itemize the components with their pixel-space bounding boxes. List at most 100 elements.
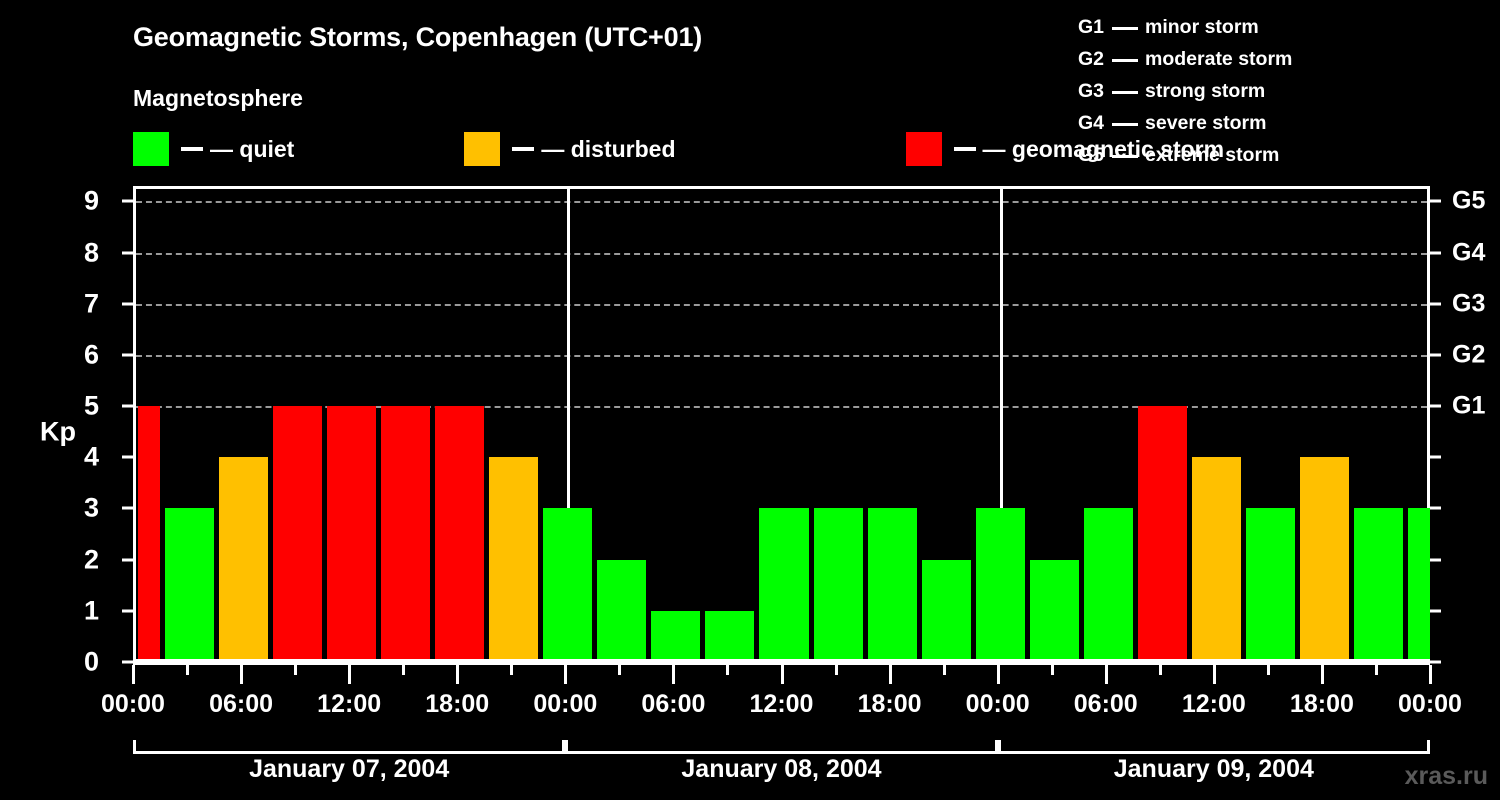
y-tick-mark xyxy=(122,609,133,613)
g-scale-label: strong storm xyxy=(1145,80,1266,103)
legend-item-storm-swatch: — geomagnetic storm xyxy=(905,132,1225,166)
x-tick-major xyxy=(132,665,135,684)
disturbed-swatch xyxy=(464,132,501,166)
chart-bar xyxy=(543,508,593,659)
g-axis-tick-mark xyxy=(1430,609,1441,613)
chart-bar xyxy=(165,508,215,659)
x-tick-minor xyxy=(1158,665,1162,675)
y-tick-label: 5 xyxy=(83,390,99,421)
day-divider xyxy=(999,189,1003,509)
g-scale-code: G3 xyxy=(1078,80,1105,103)
page-title: Geomagnetic Storms, Copenhagen (UTC+01) xyxy=(133,22,703,52)
legend-dash-icon xyxy=(512,147,535,151)
g-axis-tick-label: G2 xyxy=(1452,340,1486,369)
y-tick-label: 0 xyxy=(83,646,99,677)
g-axis-tick-mark xyxy=(1430,199,1441,203)
g-scale-label: moderate storm xyxy=(1145,48,1293,71)
chart-bar xyxy=(813,508,863,659)
g-axis-tick-mark xyxy=(1430,302,1441,306)
g-axis-tick-mark xyxy=(1430,506,1441,510)
g-axis-tick-label: G3 xyxy=(1452,289,1486,318)
legend-item-quiet-swatch: — quiet xyxy=(133,132,294,166)
x-tick-major xyxy=(1212,665,1216,684)
g-axis-tick-label: G4 xyxy=(1452,238,1486,267)
y-tick-label: 8 xyxy=(83,237,99,268)
color-legend: — quiet — disturbed — geomagnetic storm xyxy=(133,132,1224,166)
y-tick-label: 2 xyxy=(83,544,99,575)
x-tick-major xyxy=(456,665,460,684)
quiet-swatch xyxy=(133,132,169,166)
x-tick-major xyxy=(888,665,892,684)
g-scale-code: G1 xyxy=(1078,16,1105,39)
g-scale-row-g5: G5 extreme storm xyxy=(1078,140,1292,172)
x-tick-minor xyxy=(186,665,190,675)
chart-bar xyxy=(381,406,431,659)
x-tick-label: 06:00 xyxy=(209,690,274,718)
x-tick-label: 18:00 xyxy=(425,690,490,718)
plot-inner xyxy=(136,189,1430,659)
g-axis-tick-mark xyxy=(1430,660,1441,664)
subsystem-label: Magnetosphere xyxy=(133,85,303,111)
chart-bar xyxy=(975,508,1025,659)
g-axis-tick-mark xyxy=(1430,455,1441,459)
g-scale-label: minor storm xyxy=(1145,16,1259,39)
x-tick-label: 00:00 xyxy=(101,690,165,718)
gridline-kp-5 xyxy=(136,406,1427,409)
x-tick-label: 00:00 xyxy=(533,690,598,718)
chart-bar xyxy=(1191,457,1241,659)
g-scale-dash-icon xyxy=(1112,90,1138,94)
g-scale-label: severe storm xyxy=(1145,112,1267,135)
gridline-kp-6 xyxy=(136,354,1427,357)
legend-label: — geomagnetic storm xyxy=(982,135,1225,162)
chart-bar xyxy=(1299,457,1349,659)
x-tick-minor xyxy=(1374,665,1378,675)
g-axis: G1 G2 G3 G4 G5 xyxy=(1430,0,1500,800)
x-tick-label: 12:00 xyxy=(1181,690,1246,718)
legend-dash-icon xyxy=(181,147,203,151)
g-scale-row-g4: G4 severe storm xyxy=(1078,108,1292,140)
x-tick-label: 06:00 xyxy=(1073,690,1138,718)
date-label: January 09, 2004 xyxy=(1113,755,1314,783)
y-axis-title: Kp xyxy=(40,416,76,447)
x-tick-minor xyxy=(510,665,514,675)
y-tick-mark xyxy=(122,353,133,357)
chart-bar xyxy=(1083,508,1133,659)
g-scale-row-g1: G1 minor storm xyxy=(1078,12,1292,44)
g-scale-code: G4 xyxy=(1078,112,1105,135)
chart-bar xyxy=(705,610,755,659)
date-bracket xyxy=(565,740,998,754)
g-scale-dash-icon xyxy=(1112,26,1138,30)
g-scale-row-g2: G2 moderate storm xyxy=(1078,44,1292,76)
g-scale-row-g3: G3 strong storm xyxy=(1078,76,1292,108)
x-tick-major xyxy=(780,665,784,684)
legend-item-disturbed-swatch: — disturbed xyxy=(464,132,676,166)
g-scale-dash-icon xyxy=(1112,58,1138,62)
g-axis-tick-mark xyxy=(1430,558,1441,562)
g-scale-legend: G1 minor storm G2 moderate storm G3 strong st… xyxy=(1078,12,1292,172)
g-axis-tick-label: G5 xyxy=(1452,186,1486,215)
y-tick-label: 6 xyxy=(83,339,99,370)
y-tick-label: 3 xyxy=(83,492,99,523)
y-tick-label: 4 xyxy=(83,441,99,472)
legend-label: — quiet xyxy=(210,135,295,162)
chart-bar xyxy=(759,508,809,659)
chart-bar xyxy=(489,457,539,659)
x-tick-major xyxy=(1320,665,1324,684)
x-tick-label: 00:00 xyxy=(965,690,1030,718)
g-axis-tick-label: G1 xyxy=(1452,391,1486,420)
x-tick-minor xyxy=(942,665,946,675)
date-label: January 07, 2004 xyxy=(249,755,450,783)
x-tick-minor xyxy=(1266,665,1270,675)
chart-bar xyxy=(1245,508,1295,659)
y-tick-label: 1 xyxy=(83,595,99,626)
g-scale-code: G2 xyxy=(1078,48,1105,71)
chart-bar xyxy=(327,406,377,659)
chart-bar xyxy=(921,559,971,659)
g-scale-label: extreme storm xyxy=(1145,144,1280,167)
x-tick-major xyxy=(1429,665,1432,684)
x-tick-minor xyxy=(834,665,838,675)
chart-bar xyxy=(273,406,323,659)
date-label: January 08, 2004 xyxy=(681,755,882,783)
storm-swatch xyxy=(905,132,942,166)
